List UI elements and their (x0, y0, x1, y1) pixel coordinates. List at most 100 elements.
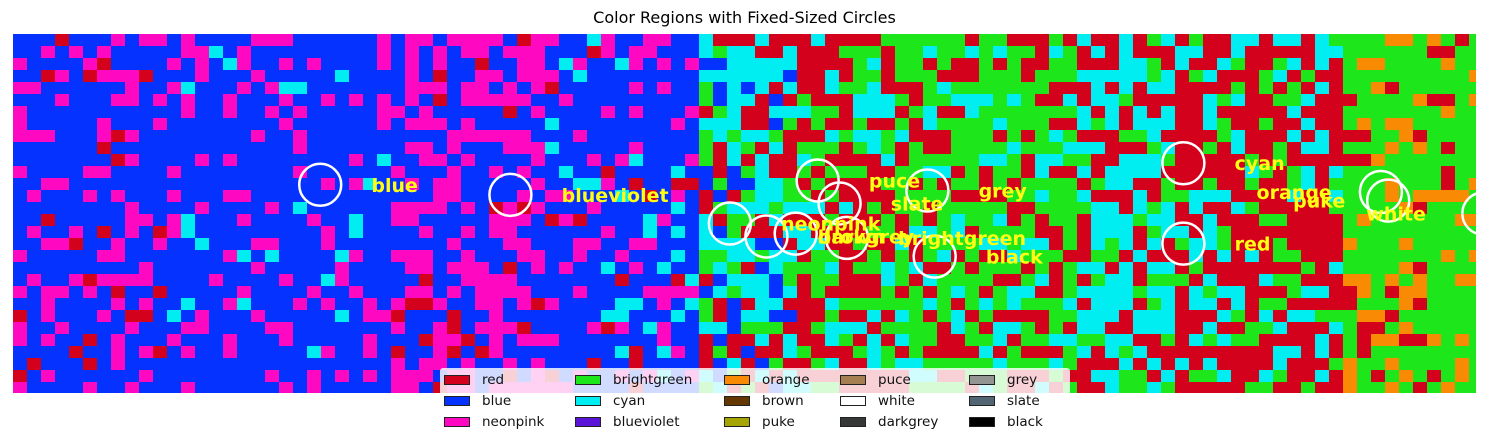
heatmap-cell (545, 70, 560, 83)
heatmap-cell (853, 106, 868, 119)
heatmap-cell (195, 274, 210, 287)
heatmap-cell (405, 226, 420, 239)
heatmap-cell (237, 34, 252, 47)
heatmap-cell (209, 130, 224, 143)
heatmap-cell (1259, 142, 1274, 155)
heatmap-cell (307, 34, 322, 47)
legend-label-slate: slate (1007, 393, 1040, 409)
heatmap-cell (503, 166, 518, 179)
heatmap-cell (517, 358, 532, 371)
heatmap-cell (349, 118, 364, 131)
heatmap-cell (895, 358, 910, 371)
heatmap-cell (391, 94, 406, 107)
heatmap-cell (1385, 286, 1400, 299)
heatmap-cell (97, 190, 112, 203)
heatmap-cell (545, 298, 560, 311)
heatmap-cell (1105, 322, 1120, 335)
heatmap-cell (853, 82, 868, 95)
heatmap-cell (1385, 334, 1400, 347)
heatmap-cell (1021, 118, 1036, 131)
heatmap-cell (279, 226, 294, 239)
heatmap-cell (1245, 94, 1260, 107)
heatmap-cell (1245, 58, 1260, 71)
heatmap-cell (1357, 154, 1372, 167)
heatmap-cell (601, 202, 616, 215)
heatmap-cell (1385, 58, 1400, 71)
heatmap-cell (111, 166, 126, 179)
heatmap-cell (1147, 310, 1162, 323)
heatmap-cell (713, 334, 728, 347)
heatmap-cell (1049, 322, 1064, 335)
heatmap-cell (1021, 130, 1036, 143)
heatmap-cell (1035, 202, 1050, 215)
heatmap-cell (111, 298, 126, 311)
heatmap-cell (153, 94, 168, 107)
heatmap-cell (433, 250, 448, 263)
heatmap-cell (83, 142, 98, 155)
heatmap-cell (853, 334, 868, 347)
heatmap-cell (195, 58, 210, 71)
heatmap-cell (391, 334, 406, 347)
heatmap-cell (391, 358, 406, 371)
heatmap-cell (1357, 310, 1372, 323)
heatmap-cell (377, 274, 392, 287)
heatmap-cell (349, 262, 364, 275)
heatmap-cell (41, 34, 56, 47)
heatmap-cell (559, 178, 574, 191)
heatmap-cell (1203, 34, 1218, 47)
heatmap-cell (503, 58, 518, 71)
heatmap-cell (853, 94, 868, 107)
heatmap-cell (643, 214, 658, 227)
heatmap-cell (1273, 346, 1288, 359)
heatmap-cell (265, 310, 280, 323)
heatmap-cell (69, 142, 84, 155)
heatmap-cell (223, 178, 238, 191)
region-label-black: black (986, 247, 1043, 269)
heatmap-cell (559, 238, 574, 251)
heatmap-cell (839, 82, 854, 95)
heatmap-cell (363, 298, 378, 311)
heatmap-cell (755, 202, 770, 215)
heatmap-cell (251, 58, 266, 71)
heatmap-cell (1105, 46, 1120, 59)
heatmap-cell (853, 346, 868, 359)
heatmap-cell (1287, 190, 1302, 203)
heatmap-cell (1385, 142, 1400, 155)
heatmap-cell (251, 190, 266, 203)
heatmap-cell (223, 190, 238, 203)
heatmap-cell (993, 82, 1008, 95)
heatmap-cell (545, 118, 560, 131)
heatmap-cell (475, 214, 490, 227)
heatmap-cell (223, 322, 238, 335)
heatmap-cell (1119, 214, 1134, 227)
heatmap-cell (209, 286, 224, 299)
heatmap-cell (1161, 178, 1176, 191)
legend-label-grey: grey (1007, 372, 1038, 388)
heatmap-cell (1329, 262, 1344, 275)
heatmap-cell (1021, 310, 1036, 323)
legend-label-brightgreen: brightgreen (613, 372, 693, 388)
heatmap-cell (1035, 34, 1050, 47)
heatmap-cell (153, 238, 168, 251)
heatmap-cell (671, 94, 686, 107)
heatmap-cell (1203, 370, 1218, 383)
heatmap-cell (1357, 70, 1372, 83)
heatmap-cell (1413, 226, 1428, 239)
heatmap-cell (181, 298, 196, 311)
heatmap-cell (559, 202, 574, 215)
heatmap-cell (489, 346, 504, 359)
heatmap-cell (741, 286, 756, 299)
heatmap-cell (993, 298, 1008, 311)
heatmap-cell (41, 178, 56, 191)
heatmap-cell (1203, 214, 1218, 227)
heatmap-cell (1329, 46, 1344, 59)
heatmap-cell (769, 226, 784, 239)
heatmap-cell (377, 226, 392, 239)
heatmap-cell (1469, 82, 1476, 95)
heatmap-cell (55, 370, 70, 383)
heatmap-cell (1021, 202, 1036, 215)
heatmap-cell (195, 322, 210, 335)
heatmap-cell (1203, 298, 1218, 311)
heatmap-cell (1371, 82, 1386, 95)
heatmap-cell (517, 214, 532, 227)
